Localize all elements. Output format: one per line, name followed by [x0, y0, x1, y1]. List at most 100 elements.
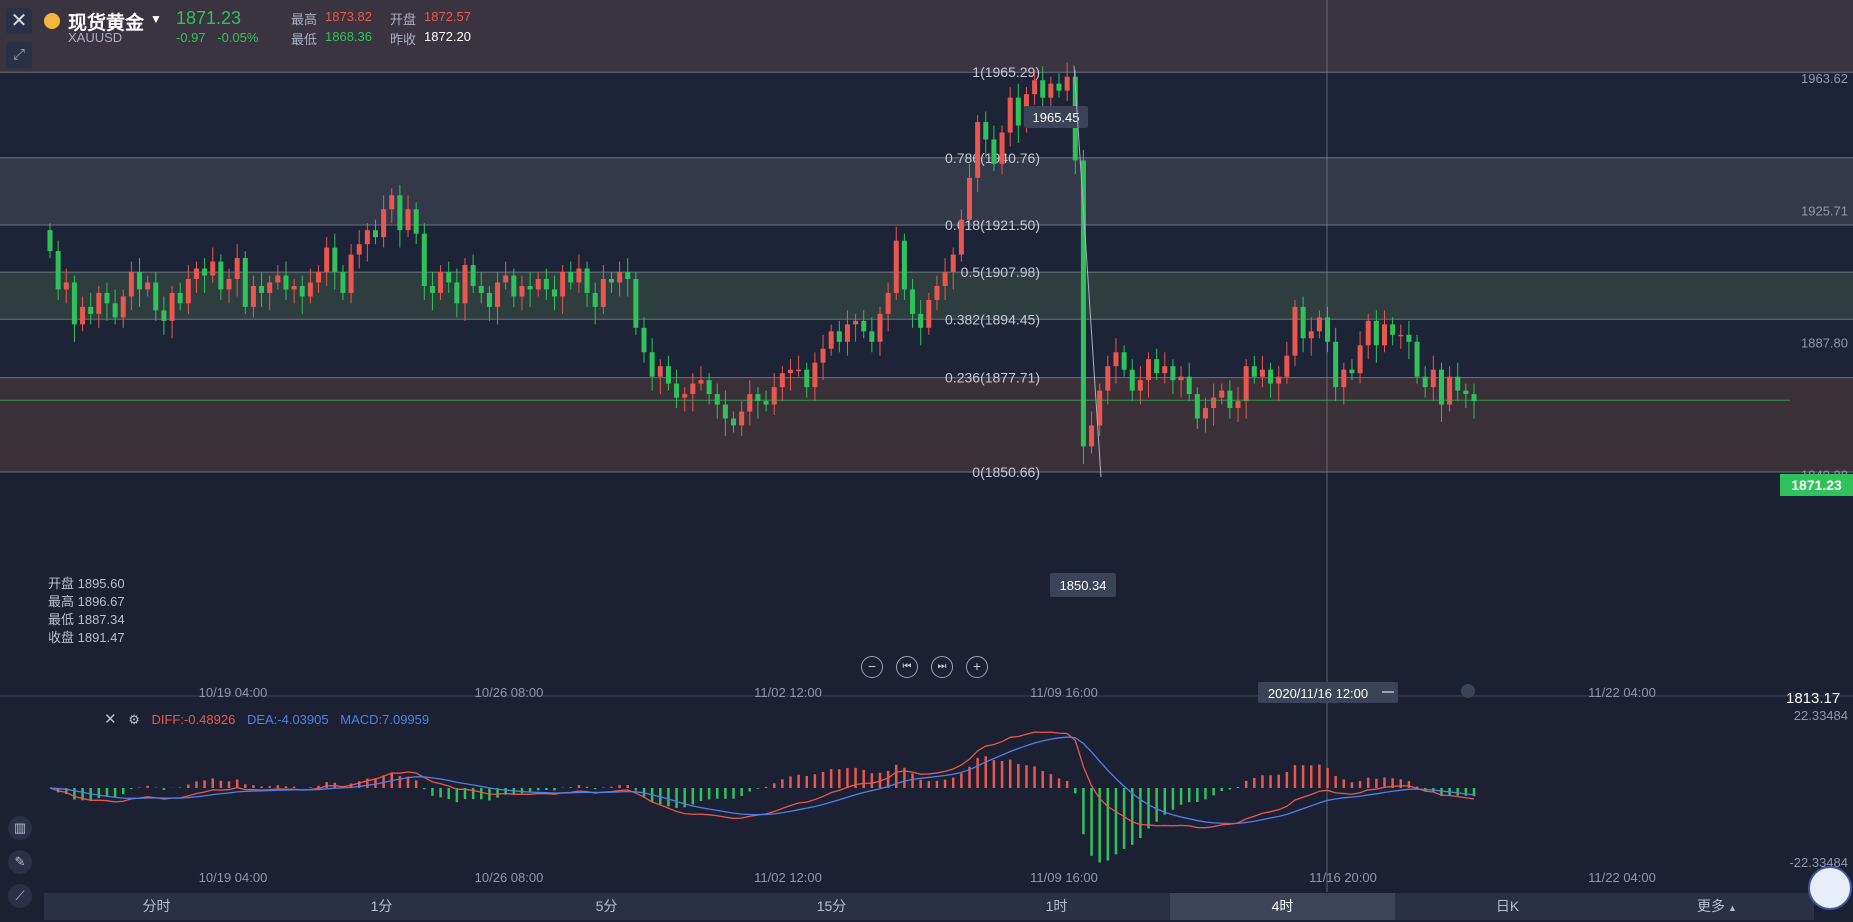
ohlc-low: 最低 1887.34 [48, 612, 125, 627]
candle-body [543, 279, 549, 290]
candle-body [63, 282, 69, 290]
candle-body [259, 285, 265, 293]
candle-body [1194, 394, 1200, 419]
close-button[interactable]: ✕ [6, 8, 32, 34]
ohlc-close: 收盘 1891.47 [48, 630, 125, 645]
candle-body [1447, 376, 1453, 405]
candle-body [1186, 376, 1192, 395]
ohlc-open: 开盘 1895.60 [48, 576, 125, 591]
candle-body [755, 394, 761, 402]
candle-body [836, 331, 842, 342]
candle-body [641, 327, 647, 353]
candle-body [1333, 341, 1339, 388]
candle-body [1259, 369, 1265, 377]
candle-body [1276, 376, 1282, 384]
candle-body [731, 418, 737, 426]
pencil-icon[interactable]: ✎ [8, 850, 32, 874]
candle-body [1422, 376, 1428, 388]
candle-body [568, 272, 574, 283]
candle-body [80, 306, 86, 325]
candle-body [137, 272, 143, 290]
crosshair-time-box [1258, 682, 1398, 703]
candle-body [1251, 366, 1257, 377]
macd-settings-icon[interactable]: ⚙ [128, 712, 140, 727]
avatar[interactable] [1808, 866, 1852, 910]
candle-body [1365, 320, 1371, 346]
time-axis-label: 11/22 04:00 [1588, 685, 1656, 700]
fib-label: 1(1965.29) [972, 64, 1040, 80]
zoom-out-button[interactable]: − [861, 656, 883, 678]
indicator-icon[interactable]: ▥ [8, 816, 32, 840]
candle-body [983, 122, 989, 140]
candle-body [1089, 425, 1095, 447]
candle-body [828, 331, 834, 349]
candle-body [503, 275, 509, 283]
candle-body [901, 240, 907, 290]
candle-body [364, 230, 370, 245]
candle-body [853, 320, 859, 325]
draw-tool-icon[interactable]: ⤢ [6, 42, 32, 68]
candle-body [722, 404, 728, 419]
price-axis-label: 1925.71 [1801, 203, 1848, 218]
tab-5min[interactable]: 5分 [595, 898, 618, 914]
candle-body [250, 285, 256, 307]
candle-body [1105, 366, 1111, 391]
candle-body [958, 219, 964, 255]
macd-time-axis-label: 11/22 04:00 [1588, 870, 1656, 885]
high-marker-label: 1965.45 [1033, 110, 1080, 125]
candle-body [88, 306, 94, 314]
candle-body [779, 373, 785, 388]
tab-more-label: 更多 [1697, 898, 1726, 914]
instrument-dropdown-icon[interactable]: ▼ [150, 12, 162, 26]
candle-body [1438, 369, 1444, 405]
tab-fenshi[interactable]: 分时 [142, 898, 171, 914]
tab-15min[interactable]: 15分 [816, 898, 847, 914]
tab-daily[interactable]: 日K [1495, 898, 1520, 914]
candle-body [462, 265, 468, 304]
candle-body [877, 313, 883, 342]
candle-body [820, 348, 826, 363]
candle-body [975, 122, 981, 178]
candle-body [552, 289, 558, 297]
candle-body [804, 369, 810, 388]
candle-body [1097, 390, 1103, 426]
step-forward-button[interactable]: ⏭ [931, 656, 953, 678]
zoom-in-button[interactable]: + [966, 656, 988, 678]
candle-body [1308, 331, 1314, 339]
candle-body [1341, 369, 1347, 388]
candle-body [1463, 390, 1469, 395]
step-back-button[interactable]: ⏮ [896, 656, 918, 678]
instrument-name[interactable]: 现货黄金 [68, 13, 145, 34]
candle-body [275, 275, 281, 283]
candle-body [307, 282, 313, 297]
tab-4h[interactable]: 4时 [1170, 893, 1395, 920]
candle-body [218, 261, 224, 290]
macd-time-axis-label: 11/02 12:00 [754, 870, 822, 885]
candle-body [389, 195, 395, 210]
candle-body [787, 369, 793, 374]
macd-close-icon[interactable]: ✕ [104, 711, 117, 728]
macd-legend: ✕ ⚙ DIFF:-0.48926 DEA:-4.03905 MACD:7.09… [104, 710, 429, 728]
candle-body [966, 177, 972, 220]
tab-1h[interactable]: 1时 [1045, 898, 1068, 914]
line-tool-icon[interactable]: ⟋ [8, 884, 32, 908]
dea-line [49, 736, 1475, 825]
candle-body [1219, 390, 1225, 398]
candle-body [633, 279, 639, 328]
tab-1min[interactable]: 1分 [370, 898, 393, 914]
candle-body [348, 254, 354, 293]
price-change-abs: -0.97 [176, 30, 206, 45]
macd-axis-top: 22.33484 [1794, 708, 1848, 723]
quote-header: ✕ ⤢ 现货黄金 ▼ XAUUSD 1871.23 -0.97 -0.05% 最… [0, 0, 1853, 68]
candle-body [356, 244, 362, 255]
candle-body [1292, 306, 1298, 356]
tab-more[interactable]: 更多 ▲ [1620, 893, 1814, 920]
candle-body [885, 292, 891, 314]
candle-body [910, 289, 916, 314]
candle-body [1381, 324, 1387, 346]
candle-body [446, 272, 452, 283]
measure-line [1073, 65, 1102, 478]
candle-body [714, 394, 720, 405]
